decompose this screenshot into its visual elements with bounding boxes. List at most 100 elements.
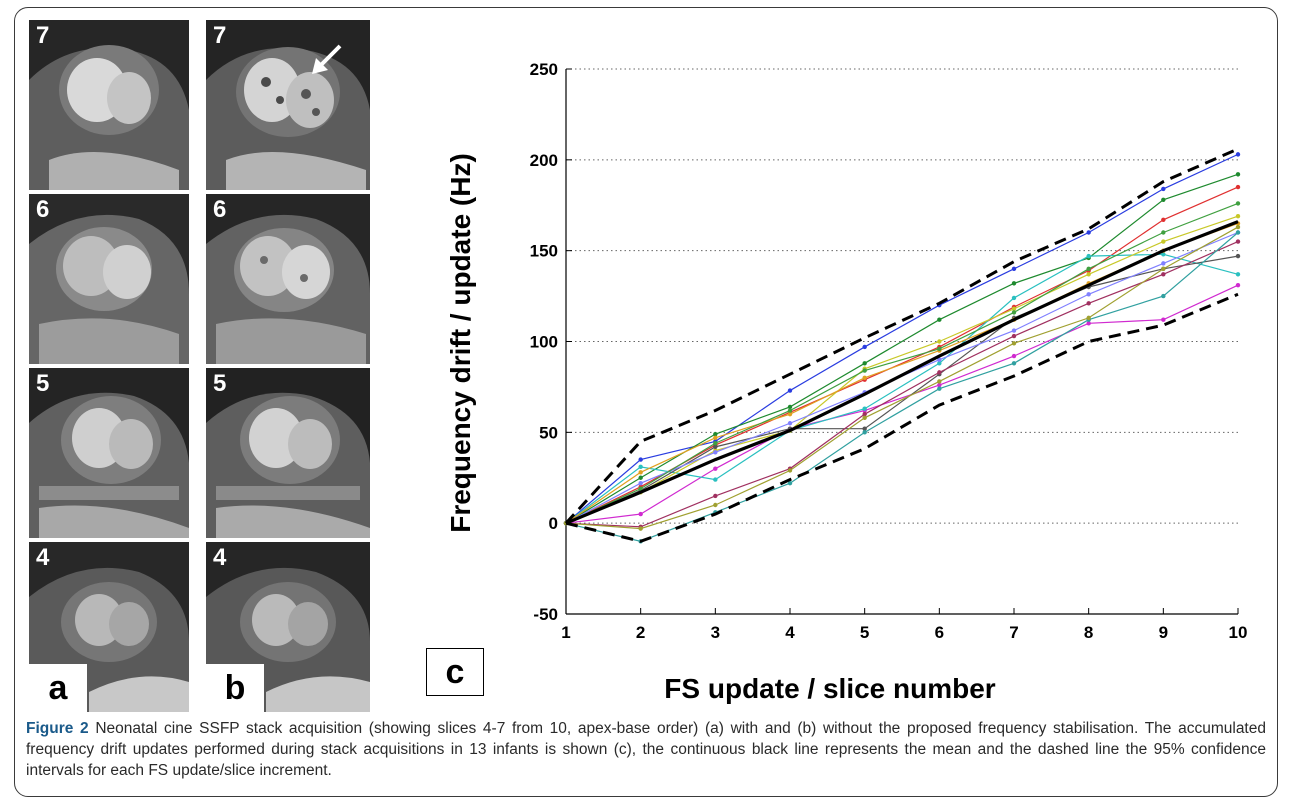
series-point	[937, 379, 942, 384]
panel-b-slice-4: 4 b	[206, 542, 370, 712]
series-point	[713, 477, 718, 482]
series-line	[565, 241, 1239, 528]
panel-letter-c: c	[426, 648, 484, 696]
series-point	[713, 441, 718, 446]
series-point	[713, 502, 718, 508]
tick-labels: -50 0 50 100 150 200 250 1 2 3 4 5 6 7 8 9 10	[530, 60, 1248, 642]
slice-number: 7	[213, 22, 227, 49]
panel-a-slice-4: 4 a	[29, 542, 189, 712]
slice-number: 5	[36, 370, 50, 397]
series-point	[1086, 315, 1091, 321]
panel-b-slice-7: 7	[206, 20, 370, 190]
panel-a-slice-5: 5	[29, 368, 189, 538]
series-point	[1235, 282, 1241, 288]
series-line	[565, 215, 1239, 524]
series-point	[1011, 306, 1017, 311]
series-line	[565, 173, 1239, 524]
series-point	[862, 411, 867, 417]
series-point	[862, 368, 867, 373]
series-point	[1161, 217, 1166, 222]
series-point	[1161, 261, 1166, 266]
series-point	[1235, 184, 1241, 190]
caption-label: Figure 2	[26, 720, 89, 737]
mri-slice-image	[29, 368, 189, 538]
series-line	[565, 202, 1239, 524]
series-point	[1161, 293, 1166, 299]
series-point	[1086, 230, 1091, 235]
series-point	[638, 481, 643, 486]
series-point	[638, 526, 643, 531]
series-point	[713, 431, 718, 437]
series-point	[787, 404, 793, 410]
series-point	[1086, 301, 1091, 306]
series-point	[713, 466, 718, 471]
series-point	[1086, 266, 1091, 272]
confidence-lines	[564, 147, 1239, 543]
x-tick-label: 3	[711, 623, 720, 642]
series-point	[937, 361, 942, 366]
series-point	[713, 444, 718, 450]
series-line	[565, 153, 1239, 524]
y-tick-label: -50	[533, 605, 558, 624]
series-point	[787, 411, 793, 417]
slice-number: 4	[213, 544, 227, 571]
series-point	[1011, 295, 1017, 301]
mri-slice-image	[29, 20, 189, 190]
series-point	[1235, 152, 1241, 157]
y-tick-label: 250	[530, 60, 558, 79]
series-point	[862, 361, 867, 366]
series-point	[1235, 224, 1241, 230]
series-point	[937, 357, 942, 362]
series-point	[1161, 266, 1166, 272]
panel-b-slice-6: 6	[206, 194, 370, 364]
y-tick-label: 0	[549, 514, 558, 533]
series-line	[565, 255, 1239, 524]
x-tick-label: 1	[561, 623, 570, 642]
figure-frame	[14, 7, 1278, 797]
series-point	[937, 339, 942, 344]
series-point	[1011, 328, 1017, 333]
series-point	[1011, 341, 1017, 346]
x-tick-label: 2	[636, 623, 645, 642]
series-point	[713, 435, 718, 440]
series-line	[565, 226, 1239, 530]
series-point	[937, 382, 942, 388]
grid-lines	[566, 68, 1238, 524]
series-point	[1011, 361, 1017, 366]
slice-number: 5	[213, 370, 227, 397]
series-point	[937, 317, 942, 322]
y-axis-label: Frequency drift / update (Hz)	[445, 153, 476, 533]
series-point	[1086, 272, 1091, 277]
series-point	[1161, 317, 1166, 322]
mri-slice-image	[206, 194, 370, 364]
series-point	[1011, 266, 1017, 272]
series-point	[937, 386, 942, 391]
series-point	[1161, 197, 1166, 202]
slice-number: 7	[36, 22, 50, 49]
series-point	[638, 486, 643, 491]
series-point	[1161, 272, 1166, 277]
series-point	[787, 408, 793, 413]
mri-slice-image	[29, 194, 189, 364]
series-point	[1235, 201, 1241, 206]
slice-number: 6	[213, 196, 227, 223]
series-point	[1235, 213, 1241, 219]
series-line	[565, 284, 1239, 524]
mri-slice-image	[206, 20, 370, 190]
caption-text: Neonatal cine SSFP stack acquisition (sh…	[26, 720, 1266, 779]
series-point	[1161, 186, 1166, 192]
series-point	[1235, 239, 1241, 244]
mri-slice-image	[206, 542, 370, 712]
mean-line-path	[565, 220, 1239, 525]
mean-line	[565, 220, 1239, 525]
series-point	[638, 475, 643, 480]
x-tick-label: 7	[1009, 623, 1018, 642]
series-point	[638, 464, 643, 470]
y-tick-label: 100	[530, 333, 558, 352]
arrow-icon	[312, 44, 342, 74]
y-tick-label: 200	[530, 151, 558, 170]
panel-a-slice-7: 7	[29, 20, 189, 190]
series-point	[862, 426, 867, 431]
series-point	[862, 344, 867, 350]
series-point	[638, 470, 643, 475]
